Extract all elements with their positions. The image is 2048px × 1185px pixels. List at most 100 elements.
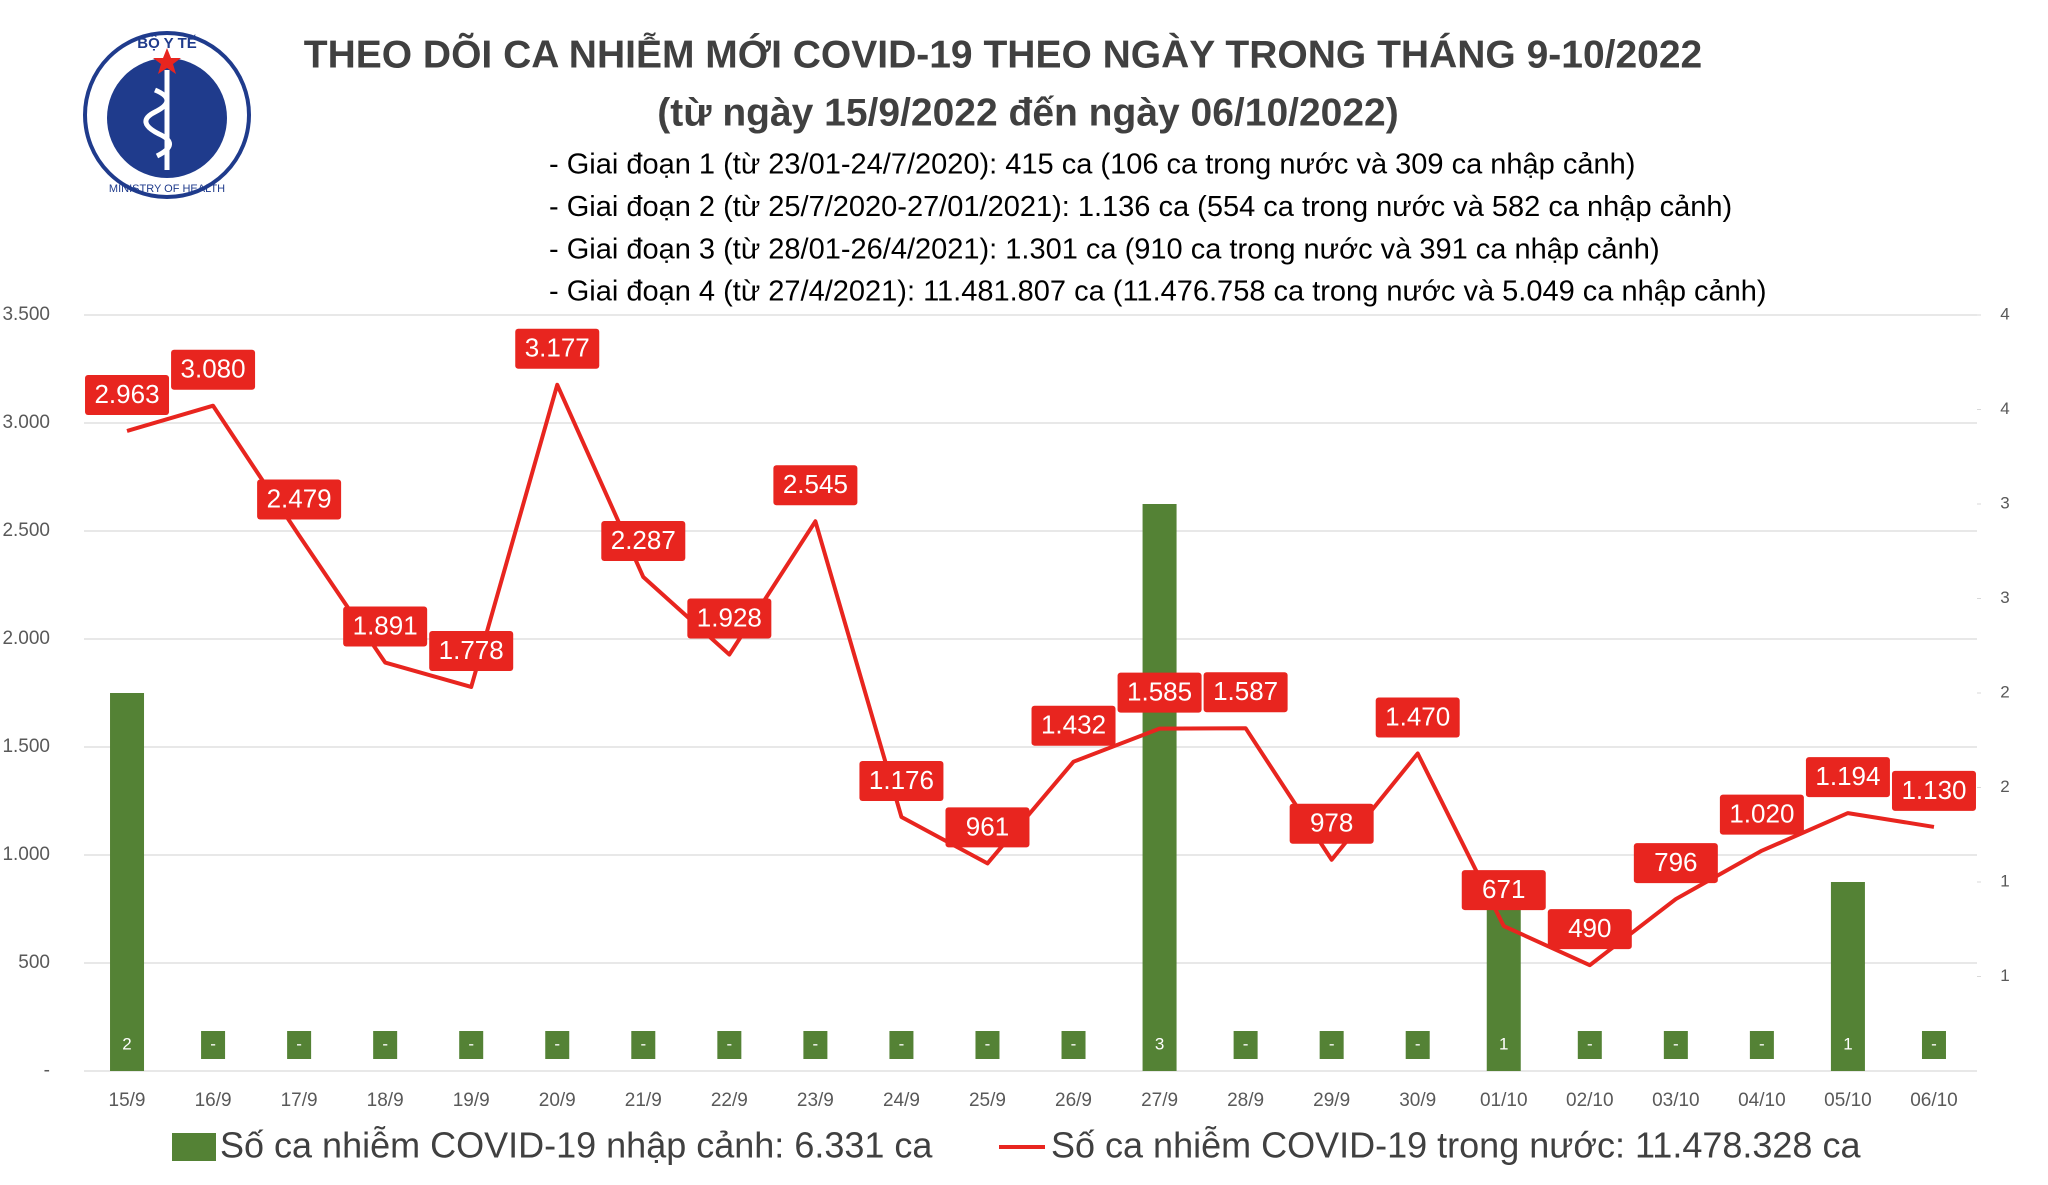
- bar: [803, 1031, 828, 1059]
- bar: [1061, 1031, 1086, 1059]
- x-tick-label: 29/9: [1313, 1090, 1350, 1111]
- value-label-box: [1117, 672, 1202, 713]
- value-label-box: [1633, 843, 1718, 884]
- x-tick-label: 25/9: [969, 1090, 1006, 1111]
- value-label-box: [515, 328, 600, 369]
- legend-label: Số ca nhiễm COVID-19 trong nước: 11.478.…: [1051, 1125, 1861, 1166]
- y-tick-label: 2.000: [2, 628, 50, 649]
- y-tick-label: -: [44, 1060, 50, 1081]
- x-tick-label: 01/10: [1480, 1090, 1528, 1111]
- value-label-box: [1375, 697, 1460, 738]
- bar: [1319, 1031, 1344, 1059]
- note: - Giai đoạn 4 (từ 27/4/2021): 11.481.807…: [549, 276, 1767, 308]
- bar: [373, 1031, 398, 1059]
- bar: [975, 1031, 1000, 1059]
- bar-value-label: 3: [1155, 1034, 1164, 1053]
- bar: [110, 693, 145, 1071]
- value-label: 1.176: [869, 765, 934, 795]
- x-tick-label: 18/9: [367, 1090, 404, 1111]
- bar-value-label: -: [468, 1034, 474, 1053]
- value-label-box: [1461, 870, 1546, 911]
- value-label-box: [859, 760, 944, 801]
- x-tick-label: 21/9: [625, 1090, 662, 1111]
- value-label-box: [1203, 672, 1288, 713]
- value-label: 1.778: [439, 635, 504, 665]
- bar-value-label: -: [296, 1034, 302, 1053]
- chart-title: THEO DÕI CA NHIỄM MỚI COVID-19 THEO NGÀY…: [304, 32, 1702, 76]
- logo-bottom-text: MINISTRY OF HEALTH: [109, 183, 225, 195]
- value-label: 1.470: [1385, 701, 1450, 731]
- legend-swatch: [172, 1133, 216, 1161]
- note: - Giai đoạn 3 (từ 28/01-26/4/2021): 1.30…: [549, 233, 1660, 265]
- value-label-box: [687, 598, 772, 639]
- bar: [1749, 1031, 1774, 1059]
- bar: [1577, 1031, 1602, 1059]
- value-label: 490: [1568, 913, 1611, 943]
- x-tick-label: 02/10: [1566, 1090, 1614, 1111]
- bar-value-label: -: [899, 1034, 905, 1053]
- x-tick-label: 28/9: [1227, 1090, 1264, 1111]
- bar-value-label: -: [727, 1034, 733, 1053]
- bar: [201, 1031, 226, 1059]
- value-label-box: [343, 606, 428, 647]
- bar: [1233, 1031, 1258, 1059]
- value-label-box: [945, 807, 1030, 848]
- bar-value-label: -: [1329, 1034, 1335, 1053]
- bar-value-label: 2: [122, 1034, 131, 1053]
- y-tick-label: 1.000: [2, 844, 50, 865]
- bar-value-label: -: [1931, 1034, 1937, 1053]
- value-label-box: [1891, 770, 1976, 811]
- y2-tick-label: 3: [2000, 493, 2009, 512]
- value-label: 2.545: [783, 469, 848, 499]
- y-tick-label: 3.500: [2, 304, 50, 325]
- bar: [717, 1031, 742, 1059]
- y-tick-label: 2.500: [2, 520, 50, 541]
- value-label: 1.891: [353, 610, 418, 640]
- logo-top-text: BỘ Y TẾ: [137, 34, 196, 52]
- value-label-box: [773, 465, 858, 506]
- y-tick-label: 3.000: [2, 412, 50, 433]
- bar-value-label: -: [210, 1034, 216, 1053]
- logo-emblem: [143, 70, 172, 170]
- value-label: 1.194: [1815, 761, 1880, 791]
- y2-tick-label: 2: [2000, 777, 2009, 796]
- bar: [1486, 882, 1521, 1071]
- bar: [1142, 504, 1177, 1071]
- x-tick-label: 05/10: [1824, 1090, 1872, 1111]
- y2-tick-label: 1: [2000, 966, 2009, 985]
- x-tick-label: 27/9: [1141, 1090, 1178, 1111]
- x-tick-label: 16/9: [195, 1090, 232, 1111]
- x-tick-label: 17/9: [281, 1090, 318, 1111]
- bar: [1921, 1031, 1946, 1059]
- value-label-box: [1805, 757, 1890, 798]
- bar: [1663, 1031, 1688, 1059]
- value-label-box: [1289, 803, 1374, 844]
- y2-tick-label: 1: [2000, 871, 2009, 890]
- value-label-box: [1719, 794, 1804, 835]
- x-tick-label: 06/10: [1910, 1090, 1958, 1111]
- bar-value-label: -: [1587, 1034, 1593, 1053]
- value-label: 3.080: [181, 354, 246, 384]
- bar-value-label: -: [1673, 1034, 1679, 1053]
- bar: [545, 1031, 570, 1059]
- chart-subtitle: (từ ngày 15/9/2022 đến ngày 06/10/2022): [657, 91, 1398, 134]
- value-label: 1.928: [697, 602, 762, 632]
- value-label: 978: [1310, 808, 1353, 838]
- bar-value-label: -: [1415, 1034, 1421, 1053]
- value-label-box: [1031, 705, 1116, 746]
- bar: [287, 1031, 312, 1059]
- value-label: 1.585: [1127, 677, 1192, 707]
- x-tick-label: 19/9: [453, 1090, 490, 1111]
- value-label: 1.130: [1901, 775, 1966, 805]
- bar-value-label: -: [985, 1034, 991, 1053]
- x-tick-label: 24/9: [883, 1090, 920, 1111]
- value-label: 1.432: [1041, 710, 1106, 740]
- logo-star: [153, 48, 181, 74]
- bar: [889, 1031, 914, 1059]
- bar-value-label: -: [554, 1034, 560, 1053]
- x-tick-label: 20/9: [539, 1090, 576, 1111]
- value-label: 2.963: [94, 379, 159, 409]
- bar-value-label: -: [382, 1034, 388, 1053]
- value-label-box: [1547, 909, 1632, 950]
